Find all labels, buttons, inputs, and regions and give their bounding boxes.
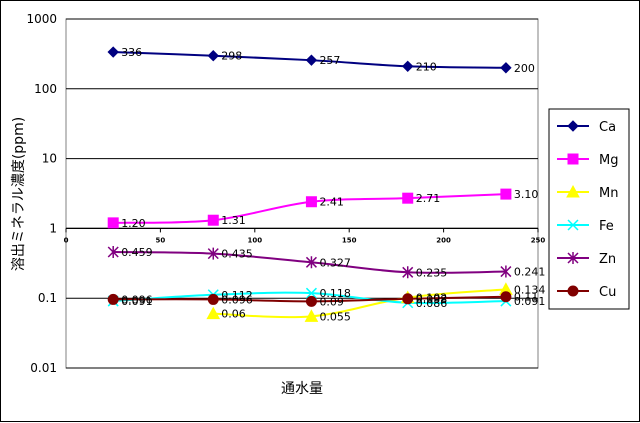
data-point-ca bbox=[402, 60, 414, 73]
data-point-mg bbox=[107, 217, 119, 229]
x-tick-label: 150 bbox=[342, 236, 357, 244]
data-label-zn: 0.327 bbox=[319, 256, 351, 269]
y-tick-label: 0.01 bbox=[30, 361, 57, 375]
data-point-cu bbox=[305, 295, 317, 307]
data-point-ca bbox=[500, 62, 512, 74]
data-label-cu: 0.098 bbox=[416, 293, 448, 306]
data-label-mg: 1.20 bbox=[121, 217, 146, 230]
data-label-zn: 0.435 bbox=[221, 248, 253, 261]
data-label-zn: 0.459 bbox=[121, 246, 153, 259]
data-label-ca: 210 bbox=[416, 60, 437, 73]
data-point-ca bbox=[107, 46, 119, 58]
data-point-cu bbox=[500, 291, 512, 303]
y-tick-label: 0.1 bbox=[38, 291, 57, 305]
data-point-mn bbox=[304, 309, 319, 322]
data-point-mg bbox=[207, 214, 219, 226]
y-tick-label: 1 bbox=[49, 221, 57, 235]
data-label-ca: 298 bbox=[221, 50, 242, 63]
legend-label-ca: Ca bbox=[599, 120, 616, 135]
legend-label-mn: Mn bbox=[599, 186, 618, 201]
data-label-ca: 336 bbox=[121, 46, 142, 59]
x-axis-title: 通水量 bbox=[281, 381, 323, 397]
legend-marker-fe bbox=[567, 219, 579, 231]
data-label-mn: 0.134 bbox=[514, 283, 546, 296]
data-point-mg bbox=[500, 188, 512, 200]
data-point-zn bbox=[207, 247, 219, 260]
data-point-zn bbox=[305, 256, 317, 269]
x-tick-label: 0 bbox=[64, 236, 69, 244]
data-label-cu: 0.096 bbox=[221, 293, 253, 306]
data-point-ca bbox=[207, 49, 219, 62]
data-point-zn bbox=[500, 265, 512, 278]
data-label-mg: 3.10 bbox=[514, 188, 539, 201]
legend-marker-zn bbox=[567, 252, 579, 264]
data-label-fe: 0.086 bbox=[416, 297, 448, 310]
data-point-mn bbox=[206, 306, 221, 320]
legend-label-mg: Mg bbox=[599, 153, 618, 168]
data-label-fe: 0.118 bbox=[319, 287, 351, 300]
data-label-mn: 0.102 bbox=[416, 292, 448, 305]
x-tick-labels: 0 50 100 150 200 250 bbox=[64, 236, 546, 244]
plot-area bbox=[65, 18, 539, 369]
y-tick-label: 10 bbox=[42, 152, 57, 166]
data-point-cu bbox=[402, 293, 414, 305]
legend-box bbox=[548, 108, 630, 310]
legend: Ca Mg Mn Fe Zn Cu bbox=[548, 108, 630, 310]
series-markers bbox=[107, 46, 513, 322]
legend-label-cu: Cu bbox=[599, 285, 616, 300]
data-point-fe bbox=[305, 287, 317, 299]
y-tick-labels: 0.01 0.1 1 10 100 1000 bbox=[26, 12, 57, 375]
data-label-cu: 0.11 bbox=[514, 291, 539, 304]
data-point-zn bbox=[402, 266, 414, 279]
plot-background bbox=[65, 18, 539, 369]
data-label-zn: 0.241 bbox=[514, 266, 546, 279]
data-label-mg: 2.71 bbox=[416, 192, 441, 205]
data-labels: 336 298 257 210 200 1.20 1.31 2.41 2.71 3.10 0.06 0… bbox=[121, 46, 545, 323]
data-label-mg: 2.41 bbox=[319, 196, 344, 209]
data-point-cu bbox=[107, 293, 119, 305]
x-tick-label: 50 bbox=[156, 236, 166, 244]
data-point-mg bbox=[402, 192, 414, 204]
x-tick-label: 100 bbox=[247, 236, 262, 244]
legend-marker-ca bbox=[567, 120, 579, 132]
data-label-mg: 1.31 bbox=[221, 214, 246, 227]
legend-marker-mg bbox=[567, 153, 579, 165]
legend-label-zn: Zn bbox=[599, 252, 616, 267]
y-tick-label: 100 bbox=[34, 82, 57, 96]
data-label-zn: 0.235 bbox=[416, 266, 448, 279]
data-point-cu bbox=[207, 293, 219, 305]
data-label-ca: 200 bbox=[514, 62, 535, 75]
data-label-ca: 257 bbox=[319, 54, 340, 67]
legend-label-fe: Fe bbox=[599, 219, 614, 234]
y-tick-label: 1000 bbox=[26, 12, 57, 26]
data-label-mn: 0.055 bbox=[319, 310, 351, 323]
data-point-ca bbox=[305, 54, 318, 66]
data-point-zn bbox=[107, 246, 119, 259]
data-point-mg bbox=[305, 196, 317, 208]
series-line-mn bbox=[213, 288, 506, 319]
data-label-cu: 0.096 bbox=[121, 293, 153, 306]
x-tick-label: 250 bbox=[531, 236, 546, 244]
data-label-mn: 0.06 bbox=[221, 308, 246, 321]
legend-marker-cu bbox=[567, 285, 579, 297]
data-label-cu: 0.09 bbox=[319, 295, 344, 308]
x-tick-label: 200 bbox=[436, 236, 451, 244]
legend-marker-mn bbox=[566, 184, 580, 198]
data-label-fe: 0.091 bbox=[514, 295, 546, 308]
y-axis-title: 溶出ミネラル濃度(ppm) bbox=[11, 117, 27, 271]
data-label-fe: 0.112 bbox=[221, 289, 253, 302]
data-label-fe: 0.091 bbox=[121, 295, 153, 308]
